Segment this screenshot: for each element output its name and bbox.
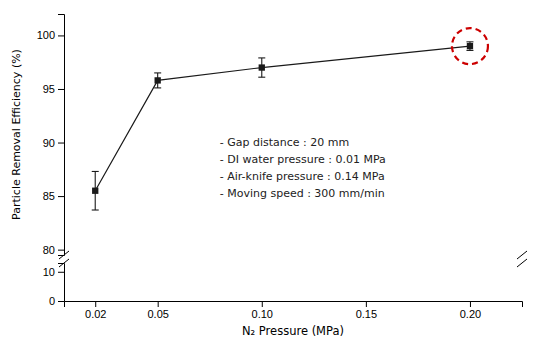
tick: 0 xyxy=(49,295,64,307)
tick: 0.15 xyxy=(356,301,377,320)
annotation: - Air-knife pressure : 0.14 MPa xyxy=(220,170,385,183)
axis-line xyxy=(58,264,65,302)
tick-label: 95 xyxy=(43,83,55,95)
tick: 0.05 xyxy=(147,301,168,320)
tick-label: 0.15 xyxy=(356,308,377,320)
error-bar-cap xyxy=(92,209,99,210)
axis-break xyxy=(517,259,527,267)
axis-line xyxy=(65,302,523,308)
series-line xyxy=(95,46,470,191)
tick-mark xyxy=(58,196,64,197)
tick-mark xyxy=(95,301,96,307)
tick: 100 xyxy=(37,29,64,41)
x-axis-title: N₂ Pressure (MPa) xyxy=(242,324,344,338)
y-axis: 80 85 90 95 100 xyxy=(37,15,65,256)
tick-label: 0.05 xyxy=(147,308,168,320)
tick-mark xyxy=(58,301,64,302)
tick-mark xyxy=(58,89,64,90)
tick-mark xyxy=(366,301,367,307)
error-bar xyxy=(466,42,473,51)
marker xyxy=(259,64,265,70)
tick-mark xyxy=(58,250,64,251)
lower-panel: 0 10 0.02 0.05 0.10 0.15 0.20 N₂ Pressure (MPa) xyxy=(43,264,523,339)
tick: 0.10 xyxy=(252,301,273,320)
error-bar-cap xyxy=(154,72,161,73)
error-bar xyxy=(258,58,265,77)
axis-line xyxy=(58,15,65,256)
error-bar-cap xyxy=(258,77,265,78)
upper-panel: 80 85 90 95 100 Particle Removal Efficiency (… xyxy=(10,15,488,256)
tick-mark xyxy=(470,301,471,307)
tick-label: 100 xyxy=(37,29,55,41)
tick: 90 xyxy=(43,137,64,149)
annotation: - Gap distance : 20 mm xyxy=(220,136,349,149)
tick-label: 10 xyxy=(43,266,55,278)
marker xyxy=(92,188,98,194)
error-bar-cap xyxy=(258,57,265,58)
axis-break xyxy=(517,251,527,259)
plot-area xyxy=(92,28,488,210)
axis-break xyxy=(59,251,69,259)
axis-break xyxy=(59,259,69,267)
tick-label: 0.20 xyxy=(460,308,481,320)
error-bar-cap xyxy=(466,50,473,51)
error-bar xyxy=(154,73,161,88)
error-bar-cap xyxy=(92,171,99,172)
tick-label: 0 xyxy=(49,295,55,307)
tick-mark xyxy=(58,35,64,36)
tick-label: 0.10 xyxy=(252,308,273,320)
tick: 10 xyxy=(43,266,64,278)
tick: 95 xyxy=(43,83,64,95)
y-axis: 0 10 xyxy=(43,264,65,308)
tick-mark xyxy=(262,301,263,307)
tick: 0.02 xyxy=(85,301,106,320)
tick-mark xyxy=(58,143,64,144)
tick: 85 xyxy=(43,190,64,202)
tick-label: 90 xyxy=(43,137,55,149)
chart: 80859095100Particle Removal Efficiency (… xyxy=(0,0,542,343)
error-bar xyxy=(92,171,99,210)
tick: 80 xyxy=(43,244,64,256)
annotation: - DI water pressure : 0.01 MPa xyxy=(220,153,386,166)
tick-mark xyxy=(58,272,64,273)
tick-label: 0.02 xyxy=(85,308,106,320)
tick-label: 80 xyxy=(43,244,55,256)
tick: 0.20 xyxy=(460,301,481,320)
annotation: - Moving speed : 300 mm/min xyxy=(220,187,385,200)
highlight-circle xyxy=(452,28,488,64)
tick-label: 85 xyxy=(43,190,55,202)
marker xyxy=(155,77,161,83)
tick-mark xyxy=(158,301,159,307)
marker xyxy=(467,43,473,49)
x-axis: 0.02 0.05 0.10 0.15 0.20 xyxy=(65,301,523,320)
error-bar-cap xyxy=(154,87,161,88)
error-bar-cap xyxy=(466,41,473,42)
y-axis-title: Particle Removal Efficiency (%) xyxy=(10,49,23,220)
